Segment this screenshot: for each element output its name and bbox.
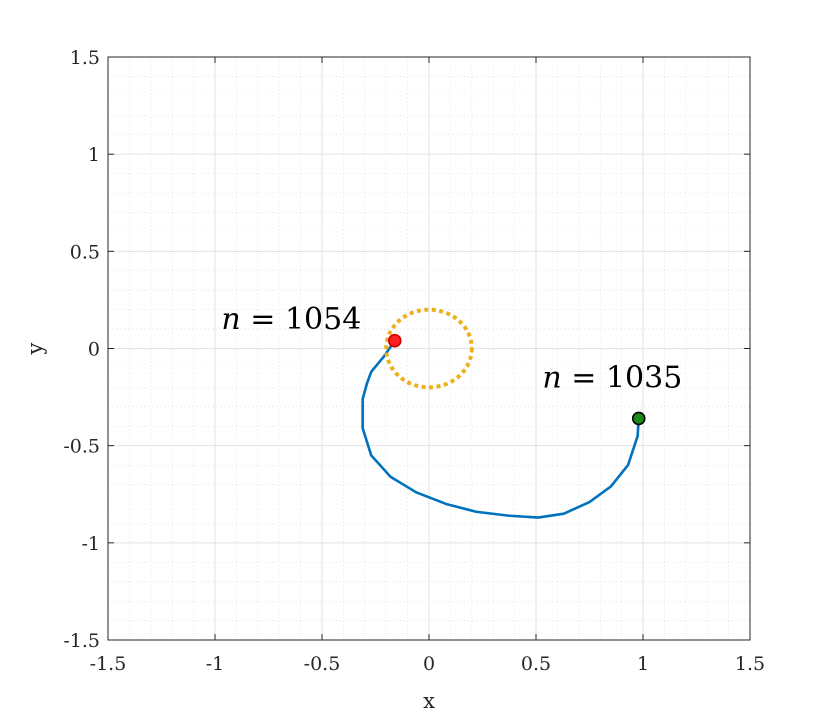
y-axis-label: y	[23, 342, 47, 355]
end-point-marker	[387, 333, 402, 348]
x-tick-label: 1.5	[735, 653, 765, 675]
annotation-label: n = 1035	[542, 360, 682, 395]
y-tick-label: -0.5	[63, 436, 100, 458]
annotation-variable: n	[221, 302, 240, 337]
annotation-variable: n	[542, 360, 561, 395]
annotation-value: = 1035	[562, 360, 683, 395]
x-tick-label: -0.5	[304, 653, 341, 675]
x-tick-labels: -1.5 -1 -0.5 0 0.5 1 1.5	[90, 653, 765, 675]
y-tick-label: 1.5	[70, 47, 100, 69]
y-tick-label: -1.5	[63, 630, 100, 652]
marker-layer	[387, 333, 646, 426]
y-tick-label: -1	[81, 533, 100, 555]
y-tick-label: 1	[88, 144, 100, 166]
y-tick-labels: 1.5 1 0.5 0 -0.5 -1 -1.5	[63, 47, 100, 652]
circle-series	[384, 307, 474, 390]
x-tick-label: 1	[637, 653, 649, 675]
series-layer	[361, 307, 641, 519]
y-tick-label: 0	[88, 339, 100, 361]
x-tick-label: -1.5	[90, 653, 127, 675]
x-tick-label: 0	[423, 653, 435, 675]
x-tick-label: 0.5	[521, 653, 551, 675]
x-axis-label: x	[423, 689, 435, 713]
trajectory-line	[361, 339, 641, 519]
tick-marks	[107, 56, 751, 641]
y-tick-label: 0.5	[70, 241, 100, 263]
annotation-value: = 1054	[241, 302, 362, 337]
x-tick-label: -1	[206, 653, 225, 675]
start-point-marker	[631, 411, 646, 426]
annotation-label: n = 1054	[221, 302, 361, 337]
